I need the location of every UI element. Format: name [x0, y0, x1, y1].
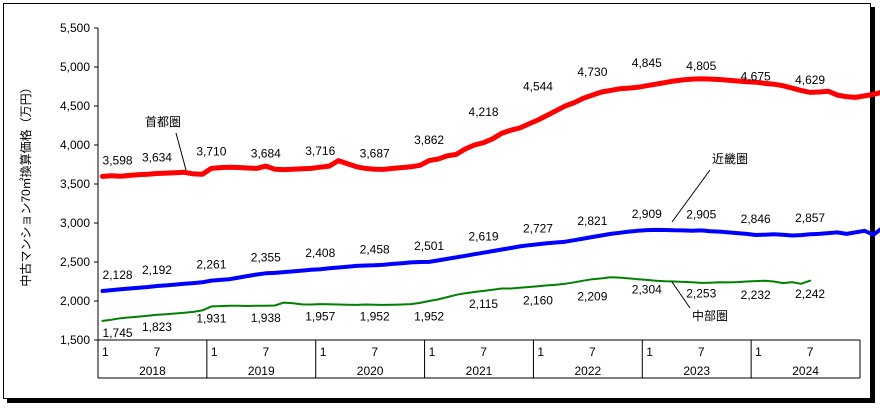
data-label: 2,304	[632, 282, 662, 296]
y-tick-label: 3,500	[60, 177, 90, 191]
series-leader-line	[671, 281, 691, 309]
y-axis-label: 中古マンション70㎡換算価格（万円）	[18, 81, 33, 286]
month-tick-label: 7	[480, 345, 487, 359]
data-label: 2,261	[196, 258, 226, 272]
data-label: 3,598	[103, 153, 133, 167]
y-tick-label: 3,000	[60, 216, 90, 230]
data-label: 4,805	[686, 59, 716, 73]
year-label: 2018	[139, 364, 166, 378]
month-tick-label: 7	[589, 345, 596, 359]
data-label: 2,857	[795, 211, 825, 225]
y-tick-label: 2,000	[60, 294, 90, 308]
month-tick-label: 7	[371, 345, 378, 359]
y-tick-label: 4,500	[60, 99, 90, 113]
data-label: 4,730	[577, 65, 607, 79]
month-tick-label: 1	[320, 345, 327, 359]
data-label: 2,232	[741, 288, 771, 302]
year-label: 2024	[792, 364, 819, 378]
series-name-label: 首都圏	[145, 115, 181, 129]
data-label: 3,862	[414, 133, 444, 147]
data-label: 2,115	[469, 297, 498, 311]
month-tick-label: 1	[102, 345, 109, 359]
month-tick-label: 7	[154, 345, 161, 359]
data-label: 1,931	[196, 311, 226, 325]
data-label: 2,821	[577, 214, 607, 228]
data-label: 2,619	[469, 230, 499, 244]
data-label: 2,128	[103, 268, 133, 282]
month-tick-label: 1	[537, 345, 544, 359]
month-tick-label: 7	[698, 345, 705, 359]
data-label: 2,846	[741, 212, 771, 226]
data-label: 1,957	[305, 309, 335, 323]
data-label: 3,687	[360, 146, 390, 160]
month-tick-label: 7	[807, 345, 814, 359]
data-label: 2,242	[795, 287, 825, 301]
y-tick-label: 1,500	[60, 333, 90, 347]
month-tick-label: 1	[211, 345, 218, 359]
data-label: 3,684	[251, 147, 281, 161]
y-tick-label: 5,500	[60, 21, 90, 35]
year-label: 2020	[357, 364, 384, 378]
y-tick-label: 2,500	[60, 255, 90, 269]
data-label: 2,905	[686, 207, 716, 221]
series-line-3	[101, 276, 812, 322]
series-line-2	[100, 227, 880, 293]
month-tick-label: 1	[646, 345, 653, 359]
series-line-1	[100, 76, 880, 179]
data-label: 1,745	[103, 326, 133, 340]
series-leader-line	[175, 132, 187, 171]
series-name-label: 近畿圏	[712, 152, 748, 166]
data-label: 2,501	[414, 239, 444, 253]
data-label: 2,355	[251, 250, 281, 264]
data-label: 1,952	[414, 310, 444, 324]
data-label: 1,823	[142, 320, 172, 334]
data-label: 2,192	[142, 263, 172, 277]
data-label: 4,544	[523, 80, 553, 94]
month-tick-label: 7	[262, 345, 269, 359]
data-label: 2,909	[632, 207, 662, 221]
y-tick-label: 5,000	[60, 60, 90, 74]
data-label: 4,218	[469, 105, 499, 119]
data-label: 4,845	[632, 56, 662, 70]
data-label: 4,675	[741, 69, 771, 83]
data-label: 2,160	[523, 294, 553, 308]
month-tick-label: 1	[755, 345, 762, 359]
month-tick-label: 1	[429, 345, 436, 359]
data-label: 3,716	[305, 144, 335, 158]
chart-frame	[3, 3, 871, 399]
series-leader-line	[671, 169, 711, 223]
data-label: 4,629	[795, 73, 825, 87]
series-name-label: 中部圏	[692, 308, 728, 323]
year-label: 2022	[575, 364, 602, 378]
data-label: 3,710	[196, 145, 226, 159]
data-label: 2,408	[305, 246, 335, 260]
year-label: 2023	[683, 364, 710, 378]
year-label: 2021	[466, 364, 493, 378]
data-label: 1,938	[251, 311, 281, 325]
data-label: 2,727	[523, 221, 553, 235]
data-label: 2,209	[577, 290, 607, 304]
data-label: 2,253	[686, 286, 716, 300]
y-tick-label: 4,000	[60, 138, 90, 152]
data-label: 1,952	[360, 310, 390, 324]
data-label: 3,634	[142, 151, 172, 165]
data-label: 2,458	[360, 242, 390, 256]
year-label: 2019	[248, 364, 275, 378]
